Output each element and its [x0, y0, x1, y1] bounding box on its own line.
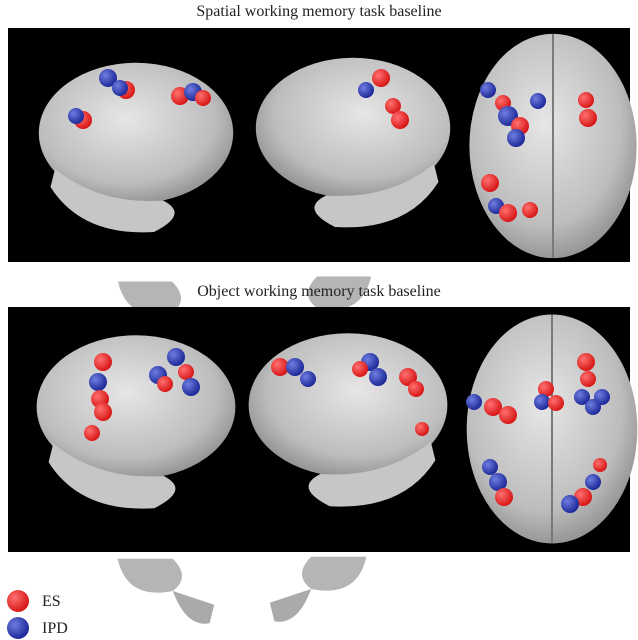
legend-swatch [7, 617, 29, 639]
legend: ES IPD [7, 590, 68, 639]
legend-swatch [7, 590, 29, 612]
figure: Spatial working memory task baseline Obj… [0, 0, 638, 640]
legend-label: ES [42, 593, 61, 610]
panel-title: Object working memory task baseline [197, 283, 441, 300]
legend-label: IPD [42, 620, 68, 637]
panel [8, 307, 637, 624]
panel-title: Spatial working memory task baseline [196, 3, 441, 20]
page: Spatial working memory task baseline Obj… [0, 0, 638, 640]
